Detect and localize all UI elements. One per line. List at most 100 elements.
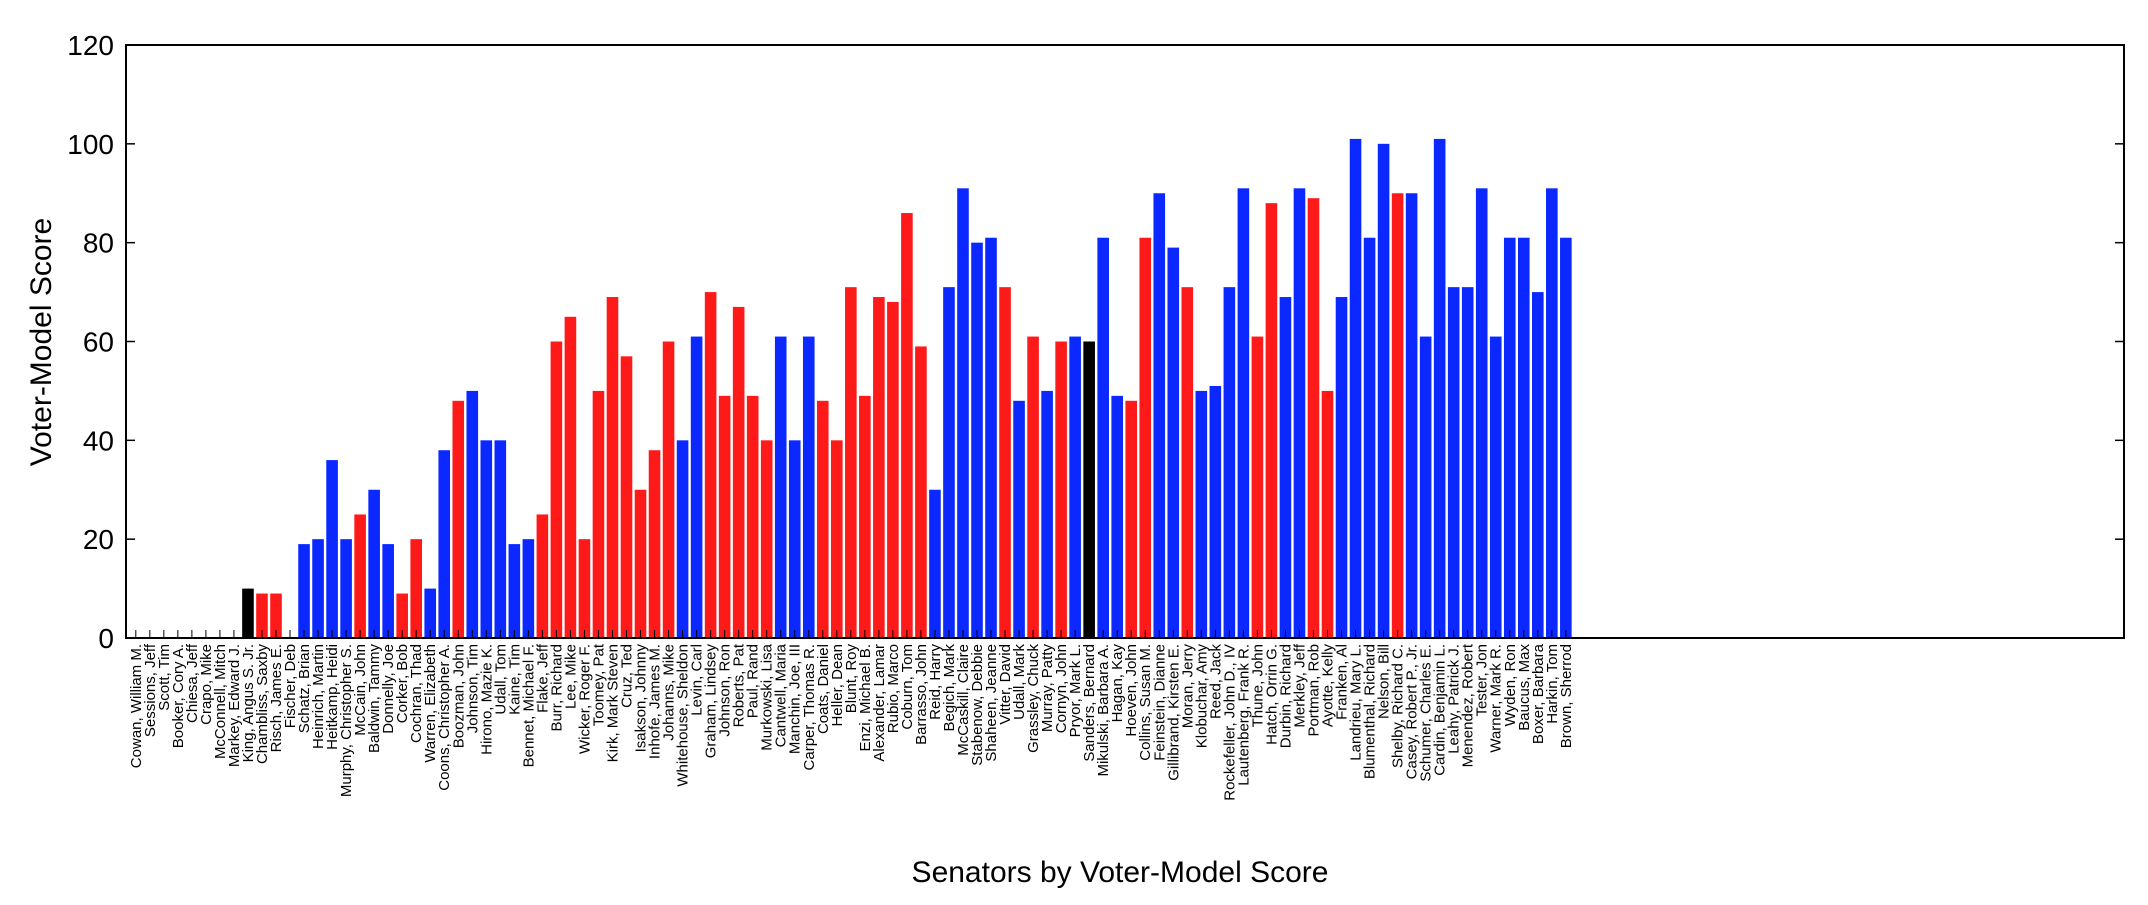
x-tick-label: Isakson, Johnny — [633, 644, 650, 753]
y-tick-label: 60 — [83, 327, 114, 358]
bar — [1251, 336, 1264, 638]
x-tick-label: Crapo, Mike — [198, 644, 215, 725]
bar — [1321, 390, 1334, 638]
bar — [1475, 188, 1488, 638]
x-tick-label: Mikulski, Barbara A. — [1095, 644, 1112, 777]
x-tick-label: McConnell, Mitch — [212, 644, 229, 759]
bar — [1153, 193, 1166, 638]
x-tick-label: Shelby, Richard C. — [1390, 644, 1407, 768]
x-tick-label: Coburn, Tom — [899, 644, 916, 730]
bar — [662, 341, 675, 638]
bar — [424, 588, 437, 638]
bar — [999, 287, 1011, 638]
y-tick-label: 0 — [98, 623, 114, 654]
x-tick-label: Brown, Sherrod — [1558, 644, 1575, 748]
x-tick-label: Toomey, Pat — [590, 643, 607, 726]
bar — [690, 336, 703, 638]
x-tick-label: Burr, Richard — [548, 644, 565, 732]
bar — [1335, 297, 1348, 638]
y-tick-label: 20 — [83, 524, 114, 555]
x-tick-label: Risch, James E. — [268, 644, 285, 752]
x-tick-label: Cornyn, John — [1053, 644, 1070, 733]
x-tick-label: Cantwell, Maria — [773, 643, 790, 747]
bar — [1139, 237, 1152, 638]
x-tick-label: Johnson, Ron — [717, 644, 734, 737]
x-tick-label: Casey, Robert P., Jr. — [1404, 644, 1421, 779]
x-tick-label: Gillibrand, Kirsten E. — [1165, 644, 1182, 781]
x-tick-label: Boxer, Barbara — [1530, 643, 1547, 744]
y-axis: 0 20 40 60 80 100 120 — [67, 30, 2124, 654]
bar — [382, 544, 394, 638]
bar — [1349, 138, 1362, 638]
x-tick-label: Barrasso, John — [913, 644, 930, 745]
x-tick-label: Chambliss, Saxby — [254, 644, 271, 765]
x-tick-label: Cowan, William M. — [128, 644, 145, 768]
bar — [1560, 237, 1572, 638]
x-tick-label: Alexander, Lamar — [871, 644, 888, 762]
x-tick-label: Corker, Bob — [394, 644, 411, 723]
x-tick-label: Kirk, Mark Steven — [604, 644, 621, 762]
x-tick-label: Warner, Mark R. — [1488, 644, 1505, 753]
bar — [578, 539, 591, 638]
bar — [256, 593, 268, 638]
x-tick-label: Manchin, Joe, III — [787, 644, 804, 754]
bar — [1111, 395, 1123, 638]
x-tick-label: Schatz, Brian — [296, 644, 313, 733]
bar — [242, 588, 254, 638]
bar — [536, 514, 549, 638]
x-tick-label: Whitehouse, Sheldon — [675, 644, 692, 787]
x-tick-label: Lee, Mike — [562, 644, 579, 709]
bar — [340, 539, 352, 638]
bar — [1223, 287, 1236, 638]
x-tick-label: Kaine, Tim — [506, 644, 523, 715]
bar — [929, 489, 941, 638]
bar — [1307, 198, 1320, 639]
x-tick-label: Coons, Christopher A. — [436, 644, 453, 791]
bar — [1181, 287, 1194, 638]
x-tick-label: Warren, Elizabeth — [422, 644, 439, 763]
x-tick-label: Tester, Jon — [1474, 644, 1491, 717]
x-tick-label: Enzi, Michael B. — [857, 644, 874, 752]
x-tick-label: Landrieu, Mary L. — [1348, 644, 1365, 761]
bar — [1125, 400, 1138, 638]
bar — [466, 390, 479, 638]
bar — [1209, 385, 1222, 638]
x-tick-label: Leahy, Patrick J. — [1446, 644, 1463, 754]
x-tick-label: Thune, John — [1249, 644, 1266, 727]
bar — [774, 336, 787, 638]
bar — [312, 539, 324, 638]
bar — [845, 287, 857, 638]
bar — [1447, 287, 1460, 638]
x-tick-label: Nelson, Bill — [1376, 644, 1393, 719]
bar — [802, 336, 815, 638]
x-tick-label: Reid, Harry — [927, 644, 944, 720]
x-tick-label: Lautenberg, Frank R. — [1235, 644, 1252, 786]
bar — [1041, 390, 1053, 638]
bar — [354, 514, 366, 638]
bar — [480, 440, 493, 638]
x-tick-label: Hoeven, John — [1123, 644, 1140, 737]
x-tick-label: Graham, Lindsey — [703, 644, 720, 759]
bar — [452, 400, 465, 638]
bar — [1013, 400, 1025, 638]
bar — [634, 489, 647, 638]
x-tick-label: Roberts, Pat — [731, 643, 748, 727]
bar — [1069, 336, 1081, 638]
x-tick-label: McCain, John — [352, 644, 369, 736]
x-tick-label: Murkowski, Lisa — [759, 643, 776, 750]
x-tick-label: Hirono, Mazie K. — [478, 644, 495, 755]
x-tick-label: Carper, Thomas R. — [801, 644, 818, 770]
bar — [704, 292, 717, 638]
x-tick-label: Rubio, Marco — [885, 644, 902, 733]
x-tick-label: Hagan, Kay — [1109, 644, 1126, 723]
bar — [620, 356, 633, 638]
bar — [816, 400, 829, 638]
plot-frame — [125, 44, 2125, 639]
x-tick-label: Begich, Mark — [941, 644, 958, 732]
x-tick-label: Rockefeller, John D., IV — [1221, 644, 1238, 801]
x-tick-label: Fischer, Deb — [282, 644, 299, 728]
x-tick-label: Inhofe, James M. — [647, 644, 664, 759]
bar — [1461, 287, 1474, 638]
x-tick-label: Scott, Tim — [156, 644, 173, 711]
